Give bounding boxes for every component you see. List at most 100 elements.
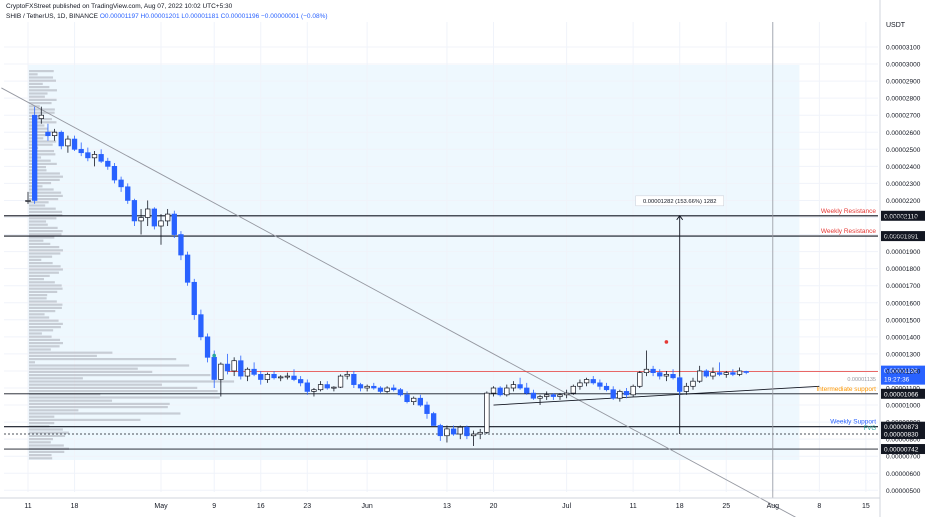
volume-profile-bar bbox=[29, 169, 47, 172]
candle-body bbox=[91, 154, 98, 159]
volume-profile-bar bbox=[29, 207, 56, 210]
volume-profile-bar bbox=[29, 233, 62, 236]
x-tick-label: 18 bbox=[676, 503, 684, 510]
y-tick-label: 0.00001700 bbox=[886, 283, 921, 290]
candle-body bbox=[617, 391, 623, 399]
candle-body bbox=[610, 389, 616, 399]
candle-body bbox=[497, 387, 503, 396]
measure-label-bg bbox=[635, 195, 725, 207]
volume-profile-bar bbox=[29, 345, 60, 348]
candle-body bbox=[198, 314, 204, 338]
y-tick-label: 0.00002200 bbox=[886, 198, 921, 205]
candle-body bbox=[98, 154, 104, 162]
volume-profile-bar bbox=[29, 390, 218, 393]
volume-profile-bar bbox=[29, 418, 141, 421]
y-tick-label: 0.00002100 bbox=[886, 215, 921, 222]
volume-profile-bar bbox=[29, 454, 52, 457]
volume-profile-bar bbox=[29, 210, 63, 213]
candle-body bbox=[730, 372, 736, 375]
volume-profile-bar bbox=[29, 306, 62, 309]
volume-profile-bar bbox=[29, 338, 61, 341]
publish-header: CryptoFXStreet published on TradingView.… bbox=[6, 3, 233, 10]
volume-profile-bar bbox=[29, 281, 55, 284]
candle-body bbox=[510, 384, 517, 389]
ohlc-values: O0.00001197 H0.00001201 L0.00001181 C0.0… bbox=[99, 13, 328, 20]
volume-profile-bar bbox=[29, 303, 63, 306]
x-tick-label: 8 bbox=[817, 503, 821, 510]
candle-body bbox=[111, 166, 118, 181]
volume-profile-bar bbox=[29, 444, 64, 447]
volume-profile-bar bbox=[29, 82, 43, 85]
volume-profile-bar bbox=[29, 370, 153, 373]
candle-body bbox=[31, 114, 38, 201]
volume-profile-bar bbox=[29, 252, 61, 255]
price-tag-text: 0.00000830 bbox=[884, 432, 919, 439]
volume-profile-bar bbox=[29, 364, 190, 367]
volume-profile-bar bbox=[29, 348, 51, 351]
candle-body bbox=[537, 396, 543, 399]
symbol-header: SHIB / TetherUS, 1D, BINANCE O0.00001197… bbox=[6, 13, 328, 20]
volume-profile-bar bbox=[29, 380, 235, 383]
level-label: Intermediate support bbox=[816, 386, 876, 393]
volume-profile-bar bbox=[29, 182, 52, 185]
candle-body bbox=[371, 385, 377, 389]
candle-body bbox=[65, 138, 71, 147]
candle-body bbox=[530, 392, 537, 399]
candle-body bbox=[670, 374, 676, 379]
volume-profile-bar bbox=[29, 134, 49, 137]
y-tick-label: 0.00002800 bbox=[886, 96, 921, 103]
price-tag-bg bbox=[881, 388, 925, 399]
level-label: Weekly Support bbox=[830, 419, 876, 426]
volume-profile-bar bbox=[29, 223, 48, 226]
y-tick-label: 0.00001900 bbox=[886, 249, 921, 256]
candle-body bbox=[490, 387, 497, 394]
candle-body bbox=[504, 387, 510, 396]
volume-profile-bar bbox=[29, 70, 54, 73]
fvg-label: FVG bbox=[864, 426, 877, 432]
candle-body bbox=[204, 336, 211, 358]
volume-profile-bar bbox=[29, 226, 58, 229]
candle-body bbox=[364, 385, 370, 389]
volume-profile-bar bbox=[29, 236, 55, 239]
candle-body bbox=[284, 375, 290, 378]
candle-body bbox=[663, 374, 670, 377]
candle-body bbox=[165, 213, 171, 222]
measure-label: 0.00001282 (153.66%) 1282 bbox=[643, 199, 717, 205]
dim-price-label: 0.00001135 bbox=[847, 377, 876, 383]
volume-profile-bar bbox=[29, 351, 113, 354]
candle-body bbox=[271, 374, 277, 379]
price-tag-text: 0.00002110 bbox=[884, 213, 918, 220]
candle-body bbox=[683, 385, 689, 392]
buy-signal-dot bbox=[212, 353, 216, 358]
volume-profile-bar bbox=[29, 198, 59, 201]
volume-profile-bar bbox=[29, 140, 57, 143]
volume-profile-bar bbox=[29, 300, 57, 303]
candle-body bbox=[131, 200, 138, 222]
candle-body bbox=[450, 428, 457, 435]
level-label: Weekly Resistance bbox=[821, 208, 877, 215]
volume-profile-bar bbox=[29, 79, 56, 82]
symbol-label[interactable]: SHIB / TetherUS, 1D, BINANCE bbox=[6, 13, 98, 20]
volume-profile-bar bbox=[29, 143, 53, 146]
candle-body bbox=[590, 379, 596, 384]
candle-body bbox=[357, 384, 364, 389]
volume-profile-bar bbox=[29, 127, 48, 130]
candle-body bbox=[85, 152, 91, 159]
candle-body bbox=[464, 426, 470, 437]
volume-profile-bar bbox=[29, 162, 57, 165]
volume-profile-bar bbox=[29, 255, 53, 258]
candle-body bbox=[331, 386, 337, 389]
candle-body bbox=[118, 179, 124, 188]
volume-profile-bar bbox=[29, 111, 55, 114]
candle-body bbox=[577, 382, 583, 387]
candle-body bbox=[431, 413, 437, 426]
candle-body bbox=[690, 380, 696, 387]
volume-profile-bar bbox=[29, 73, 38, 76]
volume-profile-bar bbox=[29, 201, 49, 204]
candle-body bbox=[570, 385, 576, 394]
x-tick-label: 9 bbox=[212, 503, 216, 510]
volume-profile-bar bbox=[29, 204, 46, 207]
volume-profile-bar bbox=[29, 297, 47, 300]
